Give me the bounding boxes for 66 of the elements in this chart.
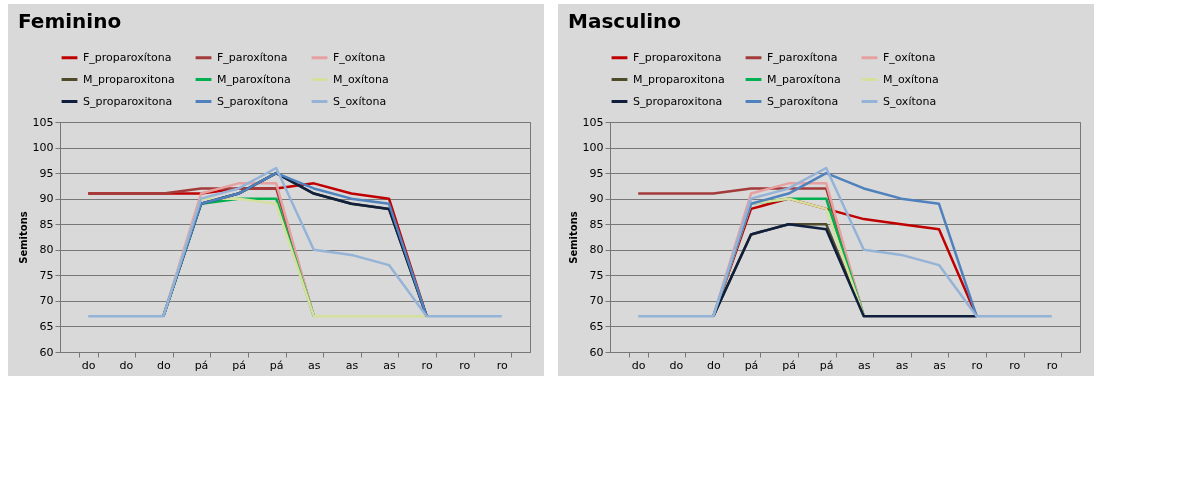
x-tick-label: ro [1009, 358, 1021, 372]
y-tick-label: 60 [39, 345, 54, 359]
x-tick-label: pá [819, 358, 834, 372]
x-tick-label: do [81, 358, 96, 372]
x-tick-label: ro [971, 358, 983, 372]
y-tick-label: 95 [589, 166, 604, 180]
x-tick-label: as [383, 358, 396, 372]
x-tick-label: do [669, 358, 684, 372]
x-tick-label: do [707, 358, 722, 372]
legend-label: S_oxítona [883, 94, 937, 108]
legend-label: S_oxítona [333, 94, 387, 108]
legend-label: F_paroxítona [767, 50, 838, 64]
x-tick-label: as [308, 358, 321, 372]
chart-title: Masculino [568, 9, 682, 33]
y-tick-label: 75 [39, 268, 54, 282]
x-tick-label: do [157, 358, 172, 372]
x-tick-label: pá [194, 358, 209, 372]
x-tick-label: as [933, 358, 946, 372]
x-tick-label: ro [421, 358, 433, 372]
y-tick-label: 75 [589, 268, 604, 282]
legend-label: M_paroxítona [767, 72, 841, 86]
y-tick-label: 100 [32, 141, 54, 155]
legend-label: M_oxítona [333, 72, 389, 86]
legend-label: M_proparoxitona [633, 72, 725, 86]
x-tick-label: as [345, 358, 359, 372]
legend-label: M_paroxítona [217, 72, 291, 86]
y-tick-label: 70 [39, 294, 54, 308]
x-tick-label: pá [744, 358, 759, 372]
y-tick-label: 105 [32, 115, 54, 129]
legend-label: S_paroxítona [767, 94, 839, 108]
x-tick-label: ro [459, 358, 471, 372]
legend-label: F_paroxítona [217, 50, 288, 64]
legend-label: F_oxítona [333, 50, 386, 64]
legend-label: M_proparoxitona [83, 72, 175, 86]
legend-label: F_proparoxítona [83, 50, 172, 64]
legend-label: S_proparoxitona [83, 94, 173, 108]
x-tick-label: pá [232, 358, 246, 372]
y-tick-label: 85 [589, 217, 604, 231]
y-tick-label: 65 [39, 319, 54, 333]
y-axis-title: Semitons [17, 211, 29, 264]
x-tick-label: pá [782, 358, 796, 372]
x-tick-label: do [631, 358, 646, 372]
y-tick-label: 85 [39, 217, 54, 231]
chart-title: Feminino [18, 9, 122, 33]
y-tick-label: 60 [589, 345, 604, 359]
y-axis-title: Semitons [567, 211, 579, 264]
legend-label: F_proparoxitona [633, 50, 722, 64]
x-tick-label: as [895, 358, 909, 372]
y-tick-label: 100 [582, 141, 604, 155]
y-tick-label: 90 [39, 192, 54, 206]
y-tick-label: 90 [589, 192, 604, 206]
y-tick-label: 95 [39, 166, 54, 180]
legend-label: S_proparoxitona [633, 94, 723, 108]
y-tick-label: 80 [39, 243, 54, 257]
y-tick-label: 65 [589, 319, 604, 333]
y-tick-label: 70 [589, 294, 604, 308]
x-tick-label: do [119, 358, 134, 372]
legend-label: F_oxítona [883, 50, 936, 64]
x-tick-label: ro [1046, 358, 1059, 372]
legend-label: S_paroxítona [217, 94, 289, 108]
x-tick-label: pá [269, 358, 284, 372]
y-tick-label: 105 [582, 115, 604, 129]
legend-label: M_oxítona [883, 72, 939, 86]
x-tick-label: ro [496, 358, 509, 372]
y-tick-label: 80 [589, 243, 604, 257]
x-tick-label: as [858, 358, 871, 372]
